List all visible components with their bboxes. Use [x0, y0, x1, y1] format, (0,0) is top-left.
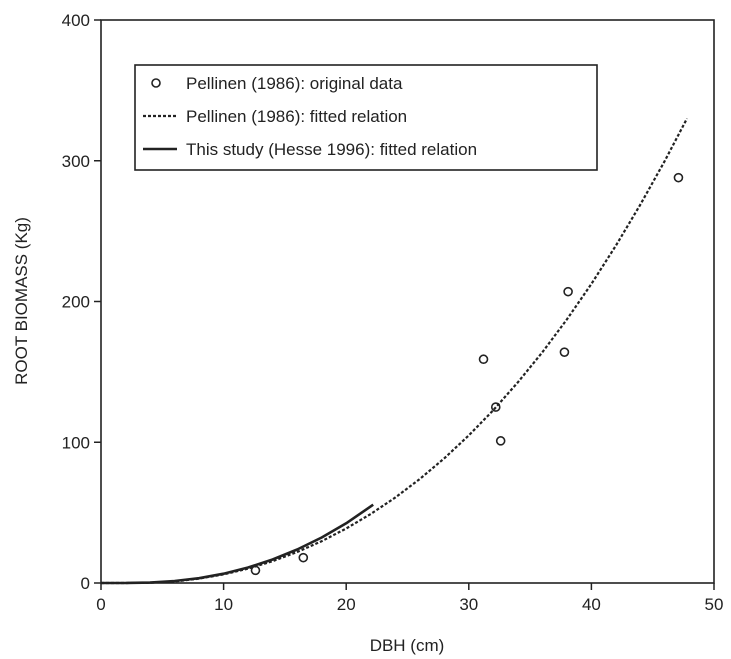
x-tick-label-2: 20 — [337, 595, 356, 614]
y-tick-label-0: 0 — [81, 574, 90, 593]
y-tick-label-4: 400 — [62, 11, 90, 30]
series-layer — [101, 117, 688, 585]
y-tick-label-3: 300 — [62, 152, 90, 171]
series-line-1 — [101, 117, 688, 585]
data-point-5 — [559, 347, 570, 357]
data-point-2 — [478, 354, 489, 365]
y-tick-label-1: 100 — [62, 433, 90, 452]
x-tick-label-3: 30 — [459, 595, 478, 614]
data-point-4 — [495, 436, 506, 446]
x-axis-title: DBH (cm) — [370, 636, 445, 655]
data-point-6 — [563, 286, 573, 297]
legend-label-0: Pellinen (1986): original data — [186, 74, 403, 93]
data-point-0 — [250, 565, 261, 576]
legend-label-2: This study (Hesse 1996): fitted relation — [186, 140, 477, 159]
y-axis-title: ROOT BIOMASS (Kg) — [12, 217, 31, 385]
x-tick-label-4: 40 — [582, 595, 601, 614]
x-tick-label-0: 0 — [96, 595, 105, 614]
y-tick-label-2: 200 — [62, 293, 90, 312]
legend-label-1: Pellinen (1986): fitted relation — [186, 107, 407, 126]
axes: 0 10 20 30 40 50 0 100 200 300 400 — [62, 11, 724, 614]
legend: Pellinen (1986): original data Pellinen (… — [134, 64, 598, 171]
legend-marker-0 — [151, 78, 161, 88]
series-line-2 — [101, 503, 374, 585]
x-tick-label-1: 10 — [214, 595, 233, 614]
legend-box — [134, 64, 598, 171]
data-point-7 — [673, 172, 684, 183]
data-point-1 — [298, 552, 309, 563]
x-tick-label-5: 50 — [705, 595, 724, 614]
